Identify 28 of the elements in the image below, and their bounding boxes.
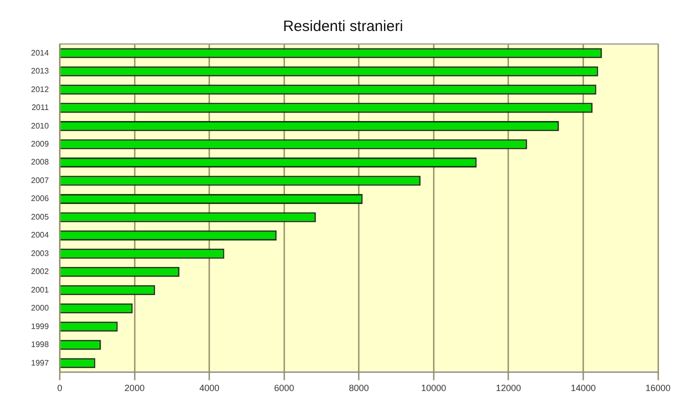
y-tick-label: 1998: [31, 340, 50, 350]
y-tick-label: 2007: [31, 176, 50, 185]
y-tick-label: 2005: [31, 212, 50, 222]
y-tick-label: 2012: [31, 84, 50, 94]
y-tick-label: 1997: [31, 358, 50, 368]
y-tick-label: 2006: [31, 194, 50, 204]
y-tick-label: 2003: [31, 248, 50, 258]
y-tick-label: 2002: [31, 267, 50, 276]
x-tick-label: 0: [57, 383, 62, 394]
y-tick-label: 2004: [31, 230, 50, 240]
y-tick-label: 2013: [31, 66, 50, 76]
y-tick-label: 2009: [31, 139, 50, 148]
x-tick-label: 10000: [421, 383, 446, 394]
y-tick-label: 2010: [31, 121, 50, 130]
x-tick-label: 4000: [199, 383, 220, 394]
x-tick-label: 6000: [274, 383, 294, 394]
chart-title: Residenti stranieri: [282, 18, 404, 36]
x-tick-label: 16000: [645, 383, 671, 394]
y-tick-label: 2000: [31, 304, 50, 313]
y-tick-label: 1999: [31, 322, 50, 331]
x-tick-label: 2000: [124, 383, 145, 394]
x-tick-label: 12000: [496, 383, 521, 394]
x-tick-label: 14000: [570, 383, 596, 394]
x-tick-label: 8000: [348, 383, 369, 394]
y-tick-label: 2008: [31, 158, 50, 167]
y-tick-label: 2014: [31, 48, 50, 58]
y-tick-label: 2011: [32, 103, 50, 112]
y-tick-label: 2001: [31, 285, 50, 294]
